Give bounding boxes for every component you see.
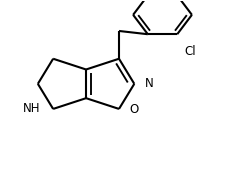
Text: O: O — [129, 103, 139, 116]
Text: N: N — [145, 77, 154, 90]
Text: Cl: Cl — [184, 45, 196, 58]
Text: NH: NH — [23, 102, 40, 115]
